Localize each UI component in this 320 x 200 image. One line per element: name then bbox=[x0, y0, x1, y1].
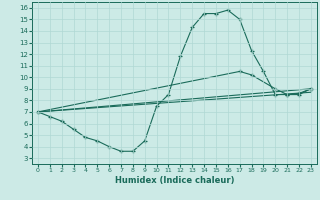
X-axis label: Humidex (Indice chaleur): Humidex (Indice chaleur) bbox=[115, 176, 234, 185]
